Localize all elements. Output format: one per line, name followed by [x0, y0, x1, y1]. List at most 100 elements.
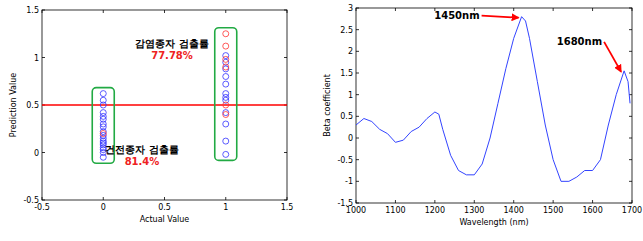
- y-tick: [629, 138, 632, 139]
- annotation-arrow: [482, 16, 519, 18]
- y-tick-label: 0: [34, 149, 39, 158]
- y-tick: [356, 159, 359, 160]
- y-tick-label: 1.5: [340, 69, 353, 78]
- annotation-value: 81.4%: [125, 156, 160, 167]
- group-box: [215, 28, 237, 161]
- x-tick-label: 1: [223, 203, 228, 212]
- point: [223, 81, 229, 87]
- x-tick-label: 0: [101, 203, 106, 212]
- x-axis-label: Actual Value: [140, 215, 190, 224]
- y-tick-label: -1.5: [337, 199, 353, 208]
- y-tick-label: 1: [348, 91, 353, 100]
- y-tick: [284, 152, 287, 153]
- x-tick-label: 1300: [464, 206, 484, 215]
- x-tick: [553, 200, 554, 203]
- y-tick: [284, 200, 287, 201]
- x-tick: [632, 200, 633, 203]
- point: [223, 56, 229, 62]
- threshold-line: [42, 104, 287, 106]
- y-tick: [42, 152, 45, 153]
- beta-line: [356, 17, 630, 182]
- x-tick: [553, 8, 554, 11]
- point: [223, 138, 229, 144]
- plot-area: [356, 17, 630, 182]
- annotation-value: 77.78%: [151, 50, 193, 61]
- y-tick-label: 0: [348, 134, 353, 143]
- x-tick: [42, 10, 43, 13]
- y-tick: [42, 200, 45, 201]
- x-tick: [474, 200, 475, 203]
- y-tick: [629, 51, 632, 52]
- x-tick: [225, 10, 226, 13]
- x-tick: [103, 10, 104, 13]
- x-tick: [356, 8, 357, 11]
- y-tick: [629, 116, 632, 117]
- y-tick: [629, 29, 632, 30]
- x-tick-label: 1500: [543, 206, 563, 215]
- point: [223, 74, 229, 80]
- x-tick: [395, 8, 396, 11]
- x-tick: [356, 200, 357, 203]
- y-tick-label: 2.5: [340, 26, 353, 35]
- y-tick: [356, 51, 359, 52]
- y-tick: [629, 73, 632, 74]
- point: [223, 43, 229, 49]
- y-tick: [356, 94, 359, 95]
- point: [223, 112, 229, 118]
- x-tick: [225, 197, 226, 200]
- point: [223, 64, 229, 70]
- x-tick: [287, 10, 288, 13]
- x-tick: [395, 200, 396, 203]
- x-tick: [632, 8, 633, 11]
- x-tick-label: 1100: [385, 206, 405, 215]
- y-tick: [284, 10, 287, 11]
- annotation-text: 감염종자 검출률: [135, 38, 208, 49]
- annotation-text: 건전종자 검출률: [105, 144, 178, 155]
- y-tick: [42, 10, 45, 11]
- x-tick: [592, 8, 593, 11]
- plot-frame: [356, 8, 632, 203]
- y-tick: [629, 181, 632, 182]
- annotation-text: 1450nm: [434, 10, 479, 21]
- plot-frame: [42, 10, 287, 200]
- y-tick-label: -0.5: [23, 196, 39, 205]
- x-tick-label: 1600: [582, 206, 602, 215]
- x-tick-label: 1700: [622, 206, 642, 215]
- y-tick: [42, 57, 45, 58]
- y-tick-label: -0.5: [337, 156, 353, 165]
- x-tick: [164, 197, 165, 200]
- y-tick-label: 2: [348, 47, 353, 56]
- x-tick: [103, 197, 104, 200]
- x-tick-label: 0.5: [158, 203, 171, 212]
- y-tick: [356, 73, 359, 74]
- y-tick-label: 0.5: [26, 101, 39, 110]
- y-tick: [356, 203, 359, 204]
- y-tick: [629, 8, 632, 9]
- point: [100, 131, 106, 137]
- x-tick-label: 1.5: [281, 203, 294, 212]
- y-tick: [356, 29, 359, 30]
- y-tick: [356, 116, 359, 117]
- x-tick: [513, 8, 514, 11]
- point: [100, 91, 106, 97]
- x-axis-label: Wavelength (nm): [459, 218, 528, 227]
- x-tick: [434, 200, 435, 203]
- point: [223, 151, 229, 157]
- y-tick: [356, 181, 359, 182]
- x-tick: [42, 197, 43, 200]
- y-axis-label: Prediction Value: [9, 73, 18, 137]
- point: [223, 102, 229, 108]
- y-tick: [284, 57, 287, 58]
- y-tick: [356, 138, 359, 139]
- annotation-arrow: [604, 42, 621, 72]
- figure: -0.5 0 0.5 1 1.5 -0.5 0 0.5 1 1.5 Actual Value Pred…: [0, 0, 643, 241]
- annotation-text: 1680nm: [557, 36, 602, 47]
- y-axis-label: Beta coefficient: [323, 74, 332, 137]
- x-tick: [592, 200, 593, 203]
- x-tick: [513, 200, 514, 203]
- y-tick: [356, 8, 359, 9]
- y-tick-label: 1.5: [26, 6, 39, 15]
- y-tick: [629, 203, 632, 204]
- point: [100, 102, 106, 108]
- x-tick: [287, 197, 288, 200]
